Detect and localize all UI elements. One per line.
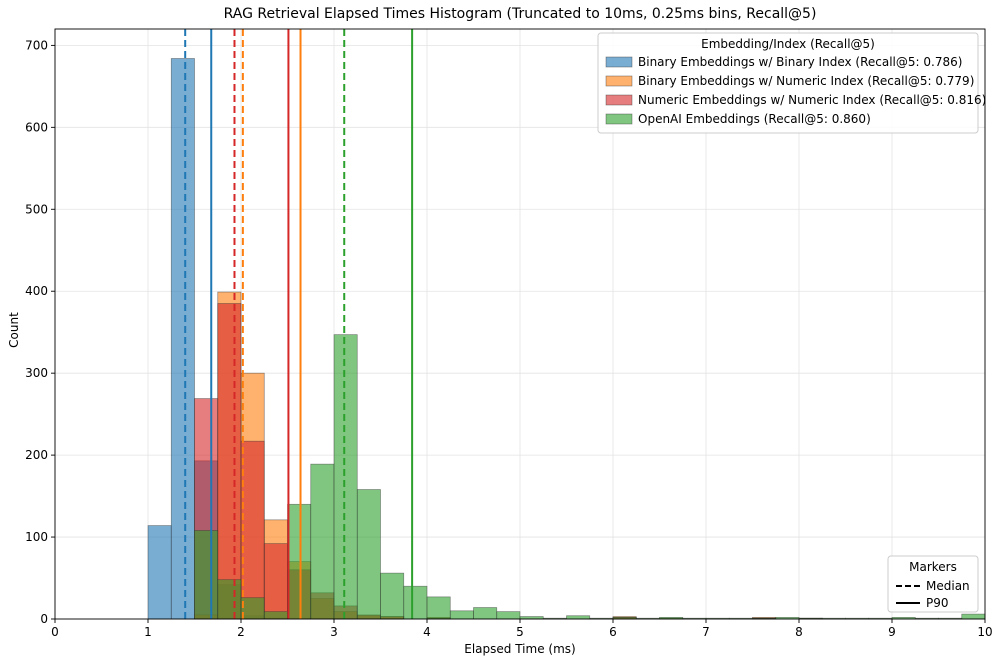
histogram-bar [287, 503, 312, 620]
y-tick-label: 400 [25, 284, 48, 298]
y-tick-label: 200 [25, 448, 48, 462]
histogram-bar [310, 463, 335, 620]
series-legend: Embedding/Index (Recall@5) Binary Embeddi… [597, 32, 986, 134]
legend-label: Numeric Embeddings w/ Numeric Index (Rec… [638, 93, 986, 107]
x-tick-label: 3 [330, 625, 338, 639]
histogram-bar [217, 303, 242, 620]
x-tick-label: 6 [609, 625, 617, 639]
histogram-bar [496, 611, 521, 620]
histogram-bar [566, 615, 591, 620]
histogram-bar [449, 610, 474, 620]
x-tick-label: 2 [237, 625, 245, 639]
legend-label: OpenAI Embeddings (Recall@5: 0.860) [638, 112, 871, 126]
x-tick-label: 0 [51, 625, 59, 639]
chart-title: RAG Retrieval Elapsed Times Histogram (T… [224, 6, 817, 22]
marker-legend-label: Median [926, 579, 970, 593]
legend-swatch [605, 56, 633, 68]
histogram-bar [380, 572, 405, 620]
histogram-bar [961, 613, 986, 620]
histogram-bar [170, 58, 195, 620]
marker-legend-label: P90 [926, 596, 949, 610]
legend-title: Embedding/Index (Recall@5) [701, 37, 875, 51]
x-tick-label: 1 [144, 625, 152, 639]
marker-legend-box [887, 555, 979, 613]
x-tick-label: 10 [977, 625, 992, 639]
histogram-bar [147, 525, 172, 620]
histogram-bar [426, 596, 451, 620]
marker-legend-title: Markers [909, 560, 957, 574]
legend-swatch [605, 113, 633, 125]
legend-label: Binary Embeddings w/ Numeric Index (Reca… [638, 74, 974, 88]
x-tick-label: 5 [516, 625, 524, 639]
histogram-bar [217, 579, 242, 620]
y-tick-label: 100 [25, 530, 48, 544]
y-tick-label: 700 [25, 38, 48, 52]
y-axis-label: Count [7, 312, 21, 348]
histogram-bar [473, 607, 498, 620]
x-tick-label: 9 [888, 625, 896, 639]
y-tick-label: 300 [25, 366, 48, 380]
legend-label: Binary Embeddings w/ Binary Index (Recal… [638, 55, 962, 69]
histogram-bar [356, 489, 381, 620]
legend-box [597, 32, 979, 134]
y-tick-label: 600 [25, 120, 48, 134]
histogram-bar [240, 597, 265, 620]
legend-swatch [605, 94, 633, 106]
histogram-bar [333, 334, 358, 620]
marker-legend: Markers Median P90 [887, 555, 979, 613]
y-tick-label: 0 [40, 612, 48, 626]
x-tick-label: 8 [795, 625, 803, 639]
y-tick-label: 500 [25, 202, 48, 216]
histogram-bar [240, 440, 265, 620]
histogram-bar [263, 611, 288, 620]
x-axis-label: Elapsed Time (ms) [464, 642, 575, 656]
legend-swatch [605, 75, 633, 87]
x-tick-label: 7 [702, 625, 710, 639]
x-tick-label: 4 [423, 625, 431, 639]
histogram-bar [403, 585, 428, 620]
histogram-bar [263, 543, 288, 620]
marker-lines [184, 29, 414, 619]
histogram-bar [194, 530, 219, 620]
